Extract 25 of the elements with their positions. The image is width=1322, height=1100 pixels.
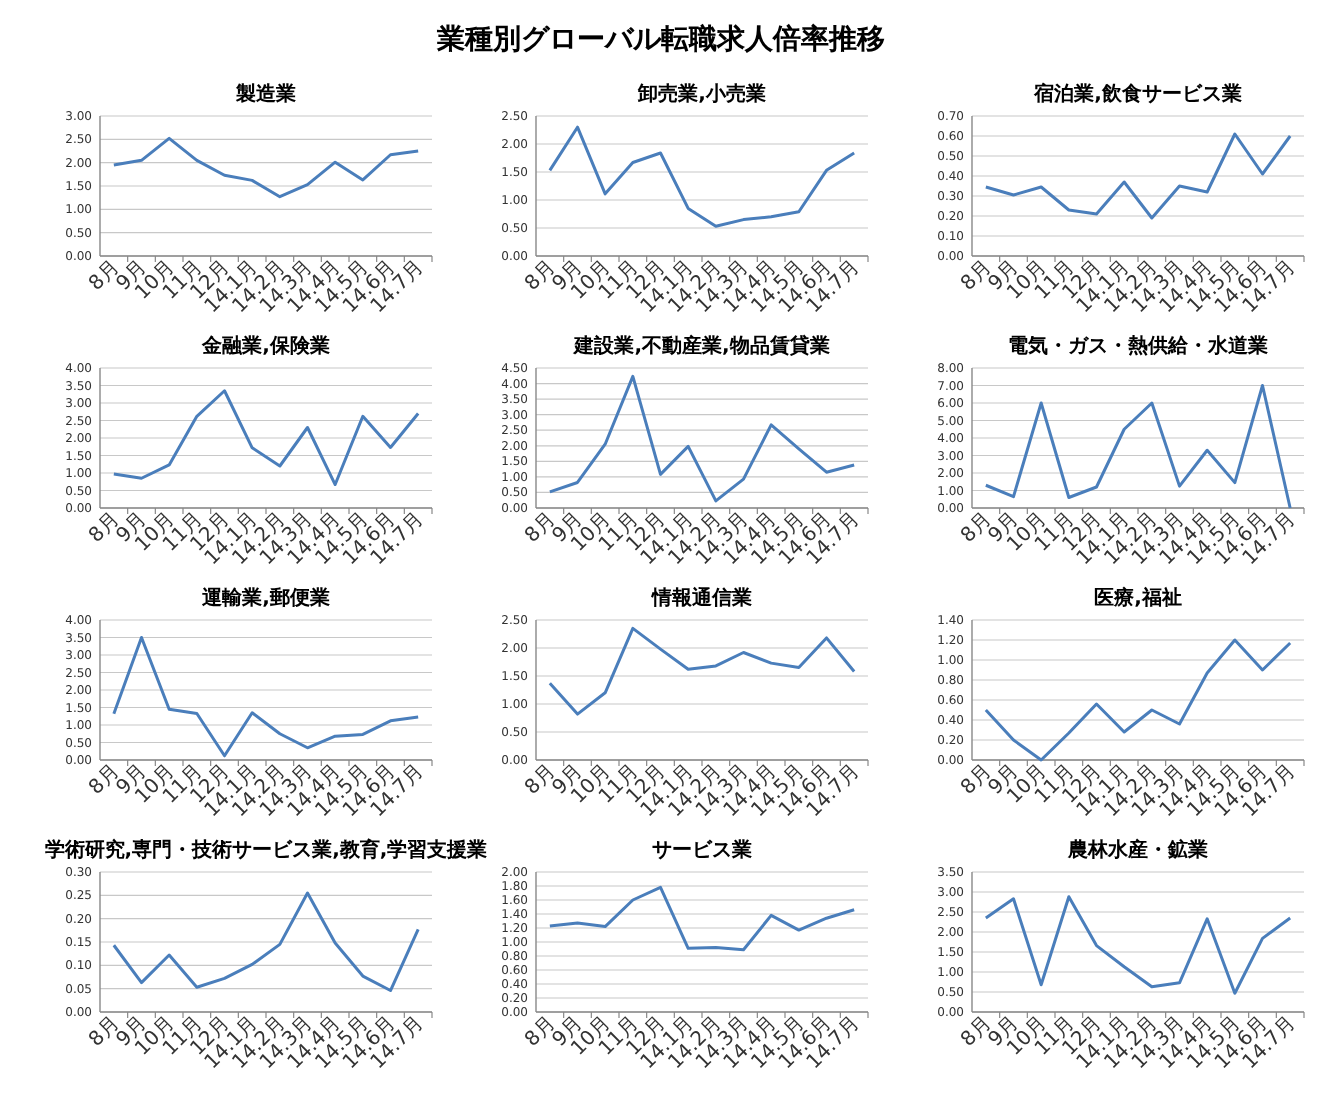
line-series (112, 136, 420, 199)
chart-title: 宿泊業,飲食サービス業 (1032, 82, 1242, 106)
chart-title: 金融業,保険業 (200, 334, 330, 358)
chart-title: 建設業,不動産業,物品賃貸業 (572, 334, 830, 358)
chart-subtitle: 製造業 (234, 82, 296, 106)
chart-title: 情報通信業 (650, 586, 752, 610)
line-series (112, 636, 420, 758)
chart-title: 農林水産・鉱業 (1066, 838, 1208, 862)
line-series (548, 374, 856, 503)
line-series (112, 389, 420, 487)
chart-title: 学術研究,専門・技術サービス業,教育,学習支援業 (44, 838, 488, 862)
line-series (548, 885, 856, 952)
title: 業種別グローバル転職求人倍率推移 (437, 24, 885, 56)
line-series (984, 384, 1292, 510)
line-series (984, 895, 1292, 995)
line-series (548, 125, 856, 228)
line-series (984, 638, 1292, 762)
chart-title: 運輸業,郵便業 (200, 586, 330, 610)
line-series (984, 132, 1292, 220)
chart-title: サービス業 (652, 838, 752, 862)
chart-title: 電気・ガス・熱供給・水道業 (1008, 334, 1268, 358)
line-series (548, 626, 856, 716)
chart-title: 医療,福祉 (1094, 586, 1182, 610)
line-series (112, 891, 420, 993)
chart-title: 卸売業,小売業 (636, 82, 766, 106)
